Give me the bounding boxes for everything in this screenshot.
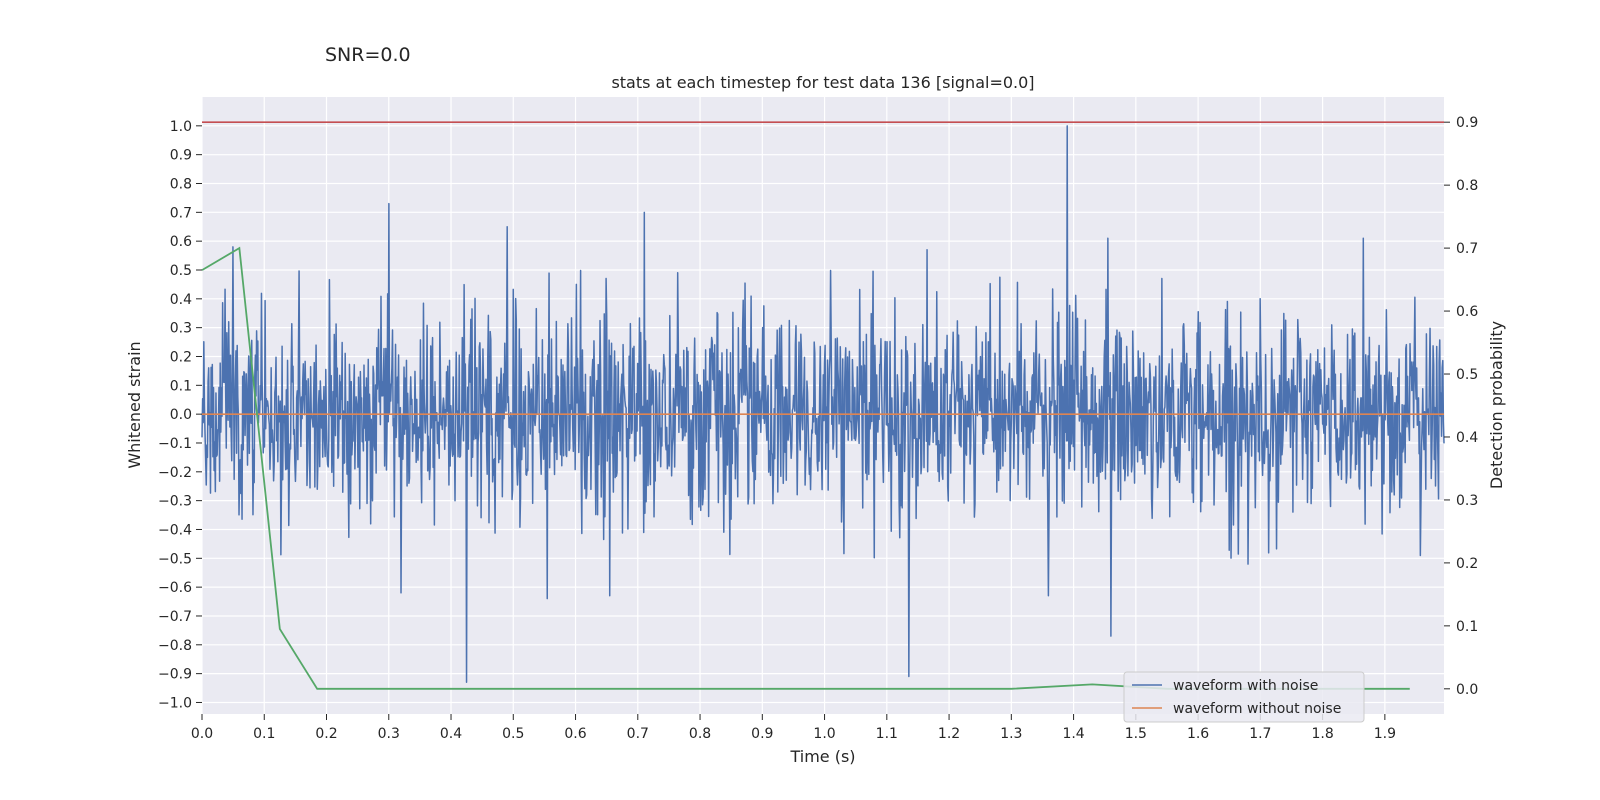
y2-axis-ticks: 0.0 0.1 0.2 0.3 0.4 0.5 0.6 0.7 0.8 0.9: [1444, 115, 1478, 698]
waveform-with-noise-line: [201, 125, 1445, 684]
x-tick-label: 0.2: [315, 726, 337, 742]
x-tick-label: 1.9: [1374, 726, 1396, 742]
x-tick-label: 1.7: [1249, 726, 1271, 742]
grid: [201, 97, 1444, 714]
y-axis-label: Whitened strain: [125, 341, 144, 468]
x-tick-label: 1.6: [1187, 726, 1209, 742]
y-tick-label: 0.3: [170, 321, 192, 337]
x-tick-label: 1.2: [938, 726, 960, 742]
legend: waveform with noise waveform without noi…: [1123, 671, 1365, 723]
legend-box: [1123, 671, 1365, 723]
y-tick-label: −0.5: [158, 551, 192, 567]
x-tick-label: 1.5: [1125, 726, 1147, 742]
y-tick-label: 0.2: [170, 349, 192, 365]
x-tick-label: 0.4: [440, 726, 462, 742]
y2-tick-label: 0.2: [1456, 556, 1478, 572]
y-tick-label: −0.4: [158, 522, 192, 538]
y-tick-label: −0.7: [158, 609, 192, 625]
x-tick-label: 1.4: [1062, 726, 1084, 742]
y-tick-label: 0.1: [170, 378, 192, 394]
figure-suptitle: SNR=0.0: [325, 44, 411, 66]
x-tick-label: 0.1: [253, 726, 275, 742]
axes-title: stats at each timestep for test data 136…: [611, 73, 1034, 92]
y-tick-label: 0.9: [170, 148, 192, 164]
y-tick-label: −0.3: [158, 494, 192, 510]
y-tick-label: −0.9: [158, 667, 192, 683]
x-tick-label: 1.3: [1000, 726, 1022, 742]
y-axis-ticks: −1.0 −0.9 −0.8 −0.7 −0.6 −0.5 −0.4 −0.3 −0.2 −0.1…: [158, 119, 202, 711]
legend-label-waveform-without-noise: waveform without noise: [1173, 701, 1341, 717]
y-tick-label: 0.5: [170, 263, 192, 279]
y2-tick-label: 0.0: [1456, 682, 1478, 698]
y2-tick-label: 0.9: [1456, 115, 1478, 131]
y-tick-label: 0.8: [170, 176, 192, 192]
x-tick-label: 1.0: [813, 726, 835, 742]
x-tick-label: 0.0: [191, 726, 213, 742]
x-tick-label: 0.3: [378, 726, 400, 742]
y2-tick-label: 0.8: [1456, 178, 1478, 194]
x-tick-label: 0.5: [502, 726, 524, 742]
y2-tick-label: 0.4: [1456, 430, 1478, 446]
y2-tick-label: 0.6: [1456, 304, 1478, 320]
y2-tick-label: 0.3: [1456, 493, 1478, 509]
y2-tick-label: 0.7: [1456, 241, 1478, 257]
y-tick-label: −0.2: [158, 465, 192, 481]
y-tick-label: 0.4: [170, 292, 192, 308]
x-tick-label: 0.9: [751, 726, 773, 742]
waveform-with-noise-series: [201, 125, 1445, 684]
y-tick-label: 1.0: [170, 119, 192, 135]
x-axis-ticks: 0.0 0.1 0.2 0.3 0.4 0.5 0.6 0.7 0.8 0.9 1.0 1.1 1.2 1…: [191, 714, 1396, 742]
y-tick-label: −0.6: [158, 580, 192, 596]
x-tick-label: 1.1: [876, 726, 898, 742]
y-tick-label: 0.0: [170, 407, 192, 423]
x-axis-label: Time (s): [789, 747, 855, 766]
y-tick-label: −0.1: [158, 436, 192, 452]
y2-axis-label: Detection probability: [1487, 321, 1506, 489]
y-tick-label: 0.6: [170, 234, 192, 250]
y-tick-label: −1.0: [158, 695, 192, 711]
y2-tick-label: 0.5: [1456, 367, 1478, 383]
x-tick-label: 0.8: [689, 726, 711, 742]
x-tick-label: 1.8: [1311, 726, 1333, 742]
y-tick-label: −0.8: [158, 638, 192, 654]
y-tick-label: 0.7: [170, 205, 192, 221]
x-tick-label: 0.6: [564, 726, 586, 742]
x-tick-label: 0.7: [627, 726, 649, 742]
y2-tick-label: 0.1: [1456, 619, 1478, 635]
legend-label-waveform-with-noise: waveform with noise: [1173, 678, 1318, 694]
